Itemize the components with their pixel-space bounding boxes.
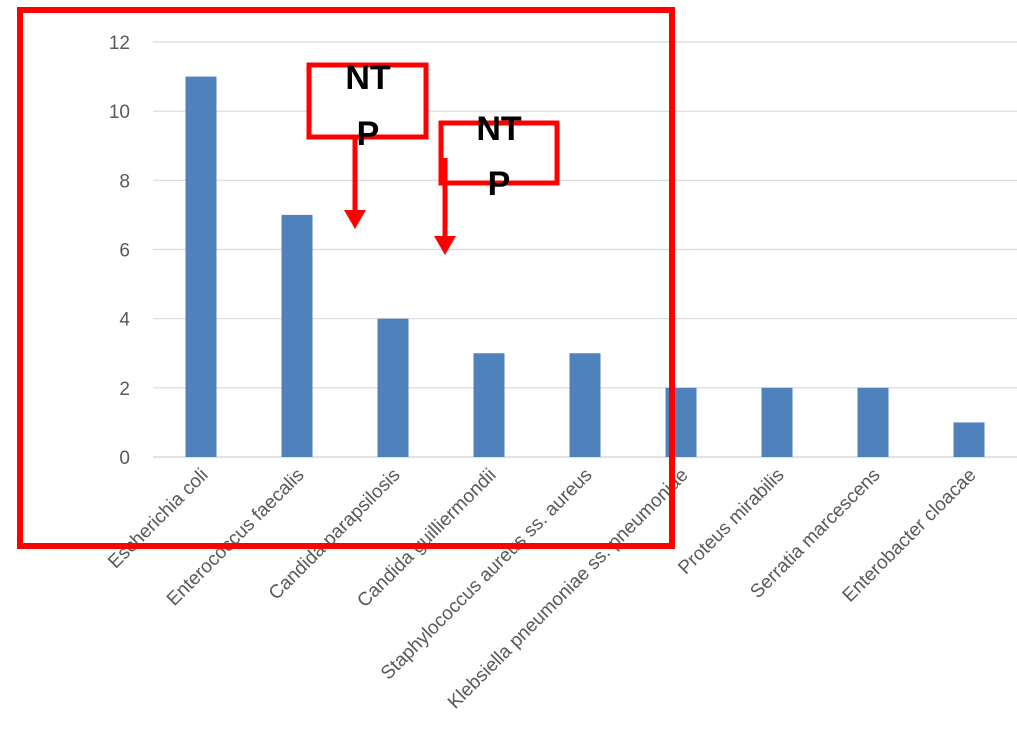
arrow-head: [344, 210, 366, 229]
bar: [761, 387, 793, 457]
ntp-annotation-box: [438, 120, 560, 186]
y-tick-label: 10: [109, 102, 130, 123]
bar: [857, 387, 889, 457]
y-tick-label: 2: [119, 379, 130, 400]
x-tick-label: Staphylococcus aureus ss. aureus: [377, 465, 596, 684]
highlight-frame: [17, 7, 675, 549]
ntp-annotation-2: NT P: [434, 110, 560, 255]
y-tick-label: 12: [109, 33, 130, 54]
y-tick-label: 8: [119, 171, 130, 192]
ntp-annotation-text: NT: [476, 110, 522, 148]
ntp-annotation-box: [306, 62, 429, 140]
y-tick-label: 6: [119, 241, 130, 262]
bar: [377, 318, 409, 457]
ntp-annotation-text: P: [488, 165, 511, 203]
bar: [185, 76, 217, 457]
x-tick-label: Escherichia coli: [104, 465, 212, 573]
y-axis-ticks: 0 2 4 6 8 10 12: [109, 33, 131, 469]
bar: [569, 353, 601, 457]
arrow-head: [434, 236, 456, 255]
ntp-annotation-text: P: [357, 115, 380, 153]
y-tick-label: 0: [119, 448, 130, 469]
bar: [473, 353, 505, 457]
ntp-annotation-text: NT: [345, 59, 391, 97]
bar: [281, 214, 313, 457]
bar: [953, 422, 985, 457]
bars: [185, 76, 985, 457]
ntp-annotation-1: NT P: [306, 59, 429, 229]
y-tick-label: 4: [119, 310, 130, 331]
